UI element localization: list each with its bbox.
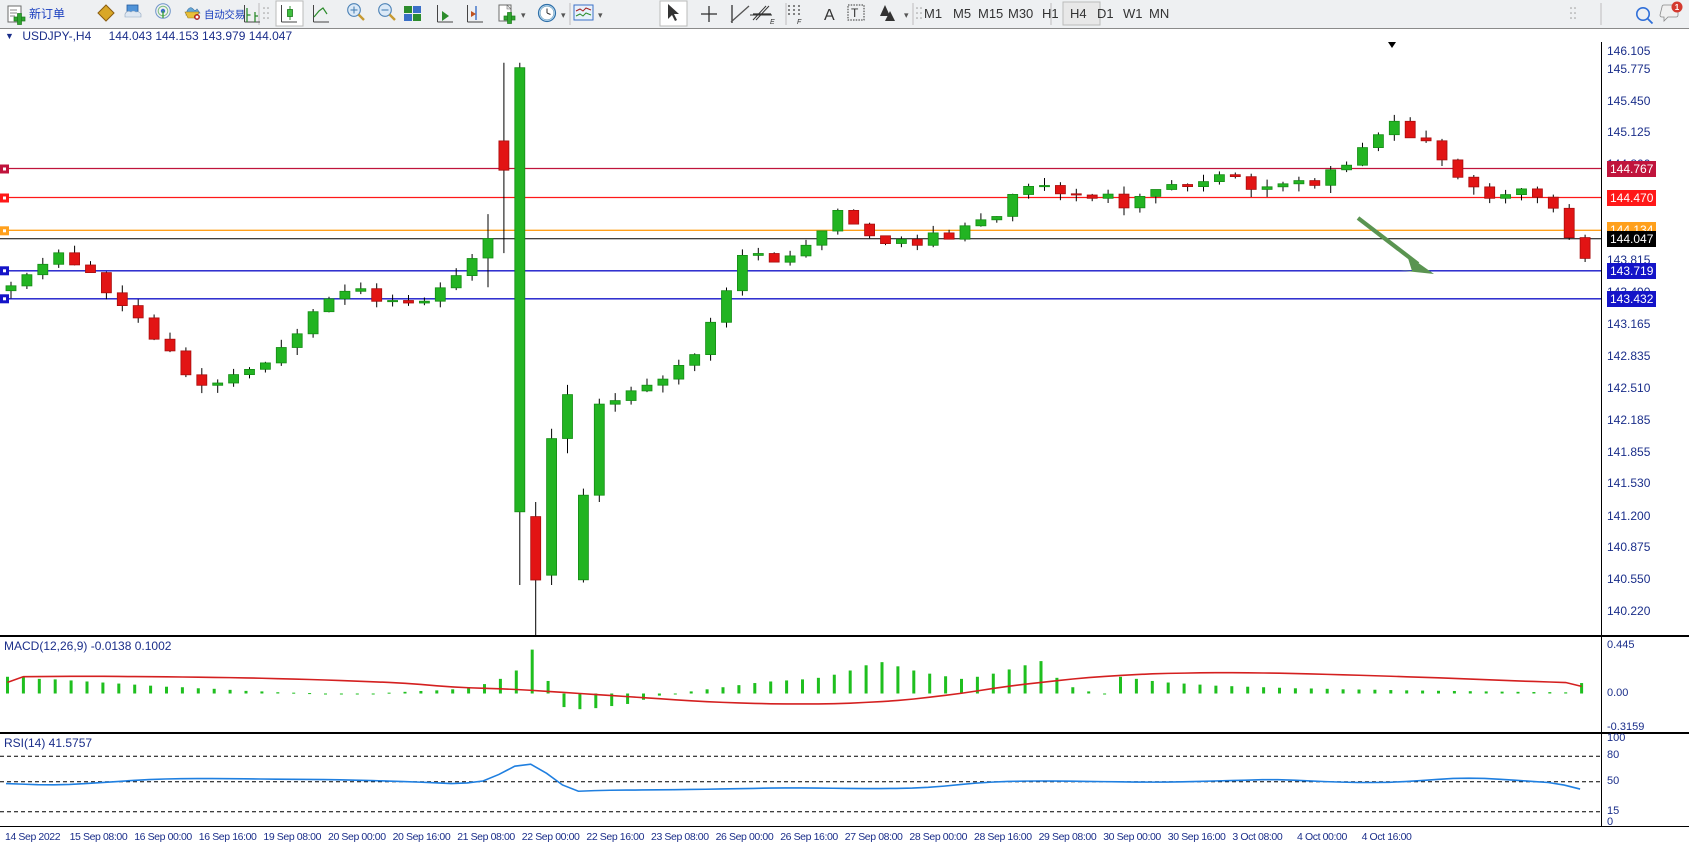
svg-text:新订单: 新订单: [29, 6, 65, 21]
svg-text:E: E: [770, 19, 775, 26]
svg-text:自动交易: 自动交易: [204, 8, 245, 21]
svg-text:T: T: [851, 6, 859, 20]
svg-text:M15: M15: [978, 6, 1003, 21]
svg-text:A: A: [824, 7, 835, 24]
svg-text:▾: ▾: [904, 10, 909, 20]
svg-text:D1: D1: [1097, 6, 1114, 21]
svg-text:▾: ▾: [521, 10, 526, 20]
svg-text:MN: MN: [1149, 6, 1169, 21]
svg-text:1: 1: [1675, 3, 1680, 12]
svg-text:M1: M1: [924, 6, 942, 21]
svg-text:▾: ▾: [561, 10, 566, 20]
svg-text:W1: W1: [1123, 6, 1143, 21]
svg-text:M5: M5: [953, 6, 971, 21]
svg-text:▾: ▾: [598, 10, 603, 20]
svg-text:H4: H4: [1070, 6, 1087, 21]
svg-text:M30: M30: [1008, 6, 1033, 21]
svg-text:H1: H1: [1042, 6, 1059, 21]
svg-text:F: F: [797, 19, 802, 26]
